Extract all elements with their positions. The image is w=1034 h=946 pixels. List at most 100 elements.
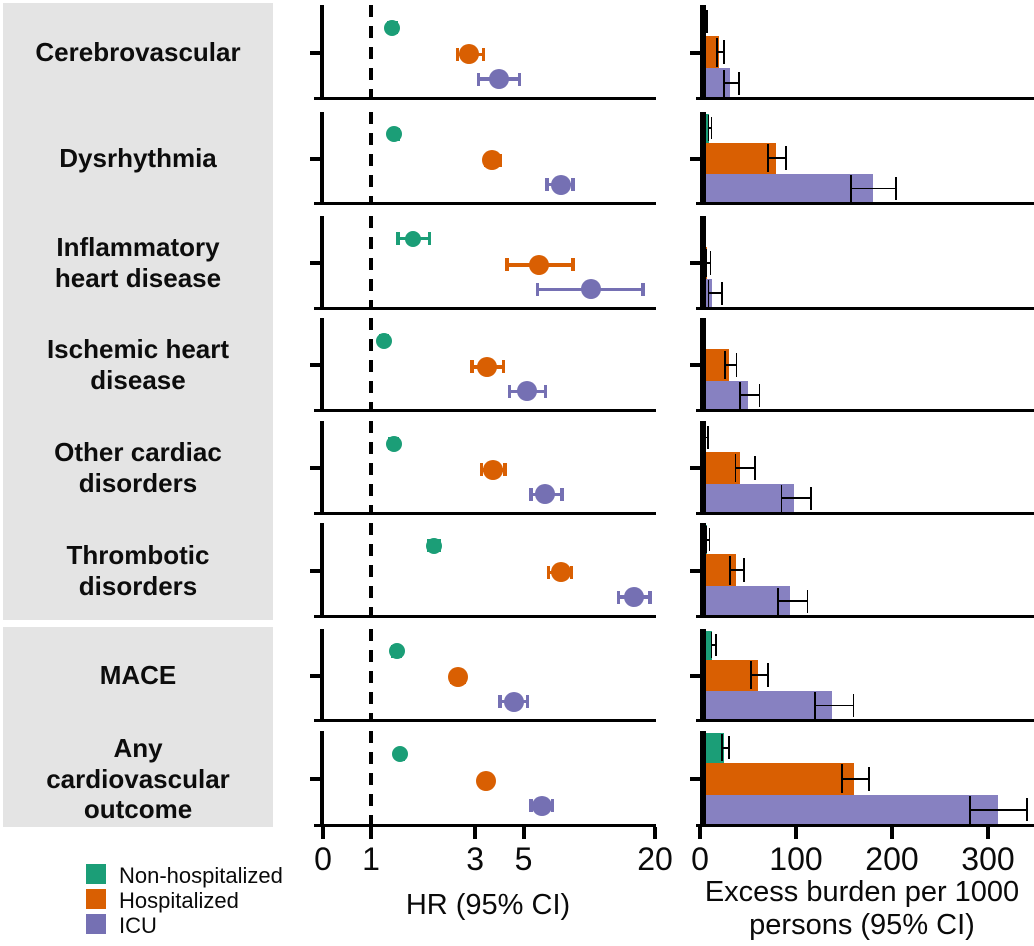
hr-panel-1 [310, 5, 656, 100]
burden-ci-cap-high [806, 589, 809, 613]
burden-axis-tick-label: 200 [865, 841, 919, 877]
ci-cap-high [648, 590, 652, 604]
burden-panel-7 [690, 629, 1034, 722]
legend-label: Non-hospitalized [119, 863, 283, 888]
hr-panel-7 [310, 629, 656, 722]
y-axis-tick [690, 568, 700, 573]
ci-cap-high [543, 384, 548, 398]
burden-ci-cap-low [849, 175, 852, 202]
hr-point [503, 691, 524, 712]
ci-cap-low [616, 590, 621, 604]
row-label-8: Any cardiovascular outcome [46, 732, 230, 825]
ci-cap-low [529, 487, 533, 501]
burden-panel-4 [690, 318, 1034, 412]
burden-ci-line [716, 51, 724, 54]
hr-axis-tick [521, 827, 526, 839]
hr-axis-tick [473, 827, 478, 839]
hr-point [386, 126, 403, 143]
y-axis-tick [690, 156, 700, 161]
burden-ci-line [704, 261, 710, 264]
ci-cap-high [501, 360, 506, 374]
y-axis-line [700, 731, 706, 827]
burden-axis-tick [794, 827, 798, 839]
hr-axis-tick-label: 1 [362, 841, 380, 877]
y-axis-line [700, 421, 706, 515]
burden-bar [700, 690, 833, 721]
hr-axis-tick [653, 827, 657, 839]
y-axis-tick [690, 466, 700, 470]
burden-ci-cap-low [780, 484, 783, 512]
legend-swatch [86, 864, 106, 884]
burden-ci-line [776, 600, 807, 603]
reference-line-hr1 [369, 216, 373, 310]
x-axis-line [696, 306, 1034, 310]
burden-ci-cap-low [704, 248, 707, 277]
burden-bar [700, 483, 795, 514]
row-label-2: Dysrhythmia [59, 143, 217, 174]
burden-ci-cap-low [724, 350, 726, 379]
burden-ci-line [723, 82, 739, 85]
burden-ci-cap-low [704, 526, 707, 553]
y-axis-tick [310, 363, 320, 367]
ci-cap-high [427, 232, 432, 246]
ci-cap-low [505, 258, 509, 272]
reference-line-hr1 [369, 112, 373, 205]
burden-ci-line [968, 809, 1027, 811]
burden-ci-cap-high [894, 177, 897, 200]
hr-axis-title: HR (95% CI) [405, 889, 571, 921]
burden-panel-1 [690, 5, 1034, 100]
burden-ci-cap-high [727, 736, 730, 760]
burden-ci-cap-high [868, 766, 870, 791]
hr-point [550, 174, 571, 195]
burden-ci-cap-high [723, 40, 725, 65]
y-axis-tick [690, 261, 700, 265]
x-axis-line [696, 201, 1034, 205]
burden-axis-tick [890, 827, 894, 839]
ci-cap-low [535, 282, 540, 296]
burden-ci-cap-low [707, 115, 710, 142]
hr-axis-tick [321, 827, 325, 839]
hr-panel-2 [310, 112, 656, 205]
y-axis-line [700, 629, 706, 722]
burden-bar [700, 142, 776, 174]
burden-ci-cap-high [705, 10, 708, 33]
burden-ci-cap-low [767, 144, 769, 173]
hr-point [482, 459, 503, 480]
y-axis-line [700, 216, 706, 310]
y-axis-tick [310, 568, 320, 573]
ci-cap-high [481, 47, 486, 61]
ci-cap-low [479, 463, 484, 477]
hr-point [482, 150, 503, 171]
x-axis-line [696, 823, 1034, 827]
y-axis-line [320, 216, 324, 310]
ci-cap-low [470, 360, 474, 374]
burden-axis-title-line1: Excess burden per 1000 [704, 876, 1020, 908]
hr-point [623, 587, 644, 608]
burden-ci-cap-high [852, 694, 855, 717]
hr-panel-4 [310, 318, 656, 412]
row-label-6: Thrombotic disorders [66, 539, 210, 601]
ci-cap-low [529, 799, 533, 813]
burden-ci-cap-high [767, 663, 769, 688]
hr-axis-tick-label: 5 [514, 841, 533, 877]
y-axis-tick [690, 777, 700, 781]
y-axis-tick [310, 261, 320, 265]
burden-axis-title-line2: persons (95% CI) [749, 909, 975, 941]
hr-panel-5 [310, 421, 656, 515]
y-axis-line [700, 5, 706, 100]
ci-cap-high [641, 282, 645, 296]
reference-line-hr1 [369, 731, 373, 827]
burden-bar [700, 659, 758, 691]
hr-point [385, 435, 402, 452]
burden-ci-cap-low [728, 555, 731, 585]
burden-ci-cap-high [1026, 798, 1029, 822]
reference-line-hr1 [369, 629, 373, 722]
burden-panel-8 [690, 731, 1034, 827]
x-axis-line [314, 511, 656, 515]
hr-axis-tick-label: 0 [314, 841, 332, 877]
x-axis-line [314, 823, 656, 827]
x-axis-line [696, 96, 1034, 100]
burden-ci-line [814, 704, 853, 707]
legend-label: Hospitalized [119, 888, 239, 913]
